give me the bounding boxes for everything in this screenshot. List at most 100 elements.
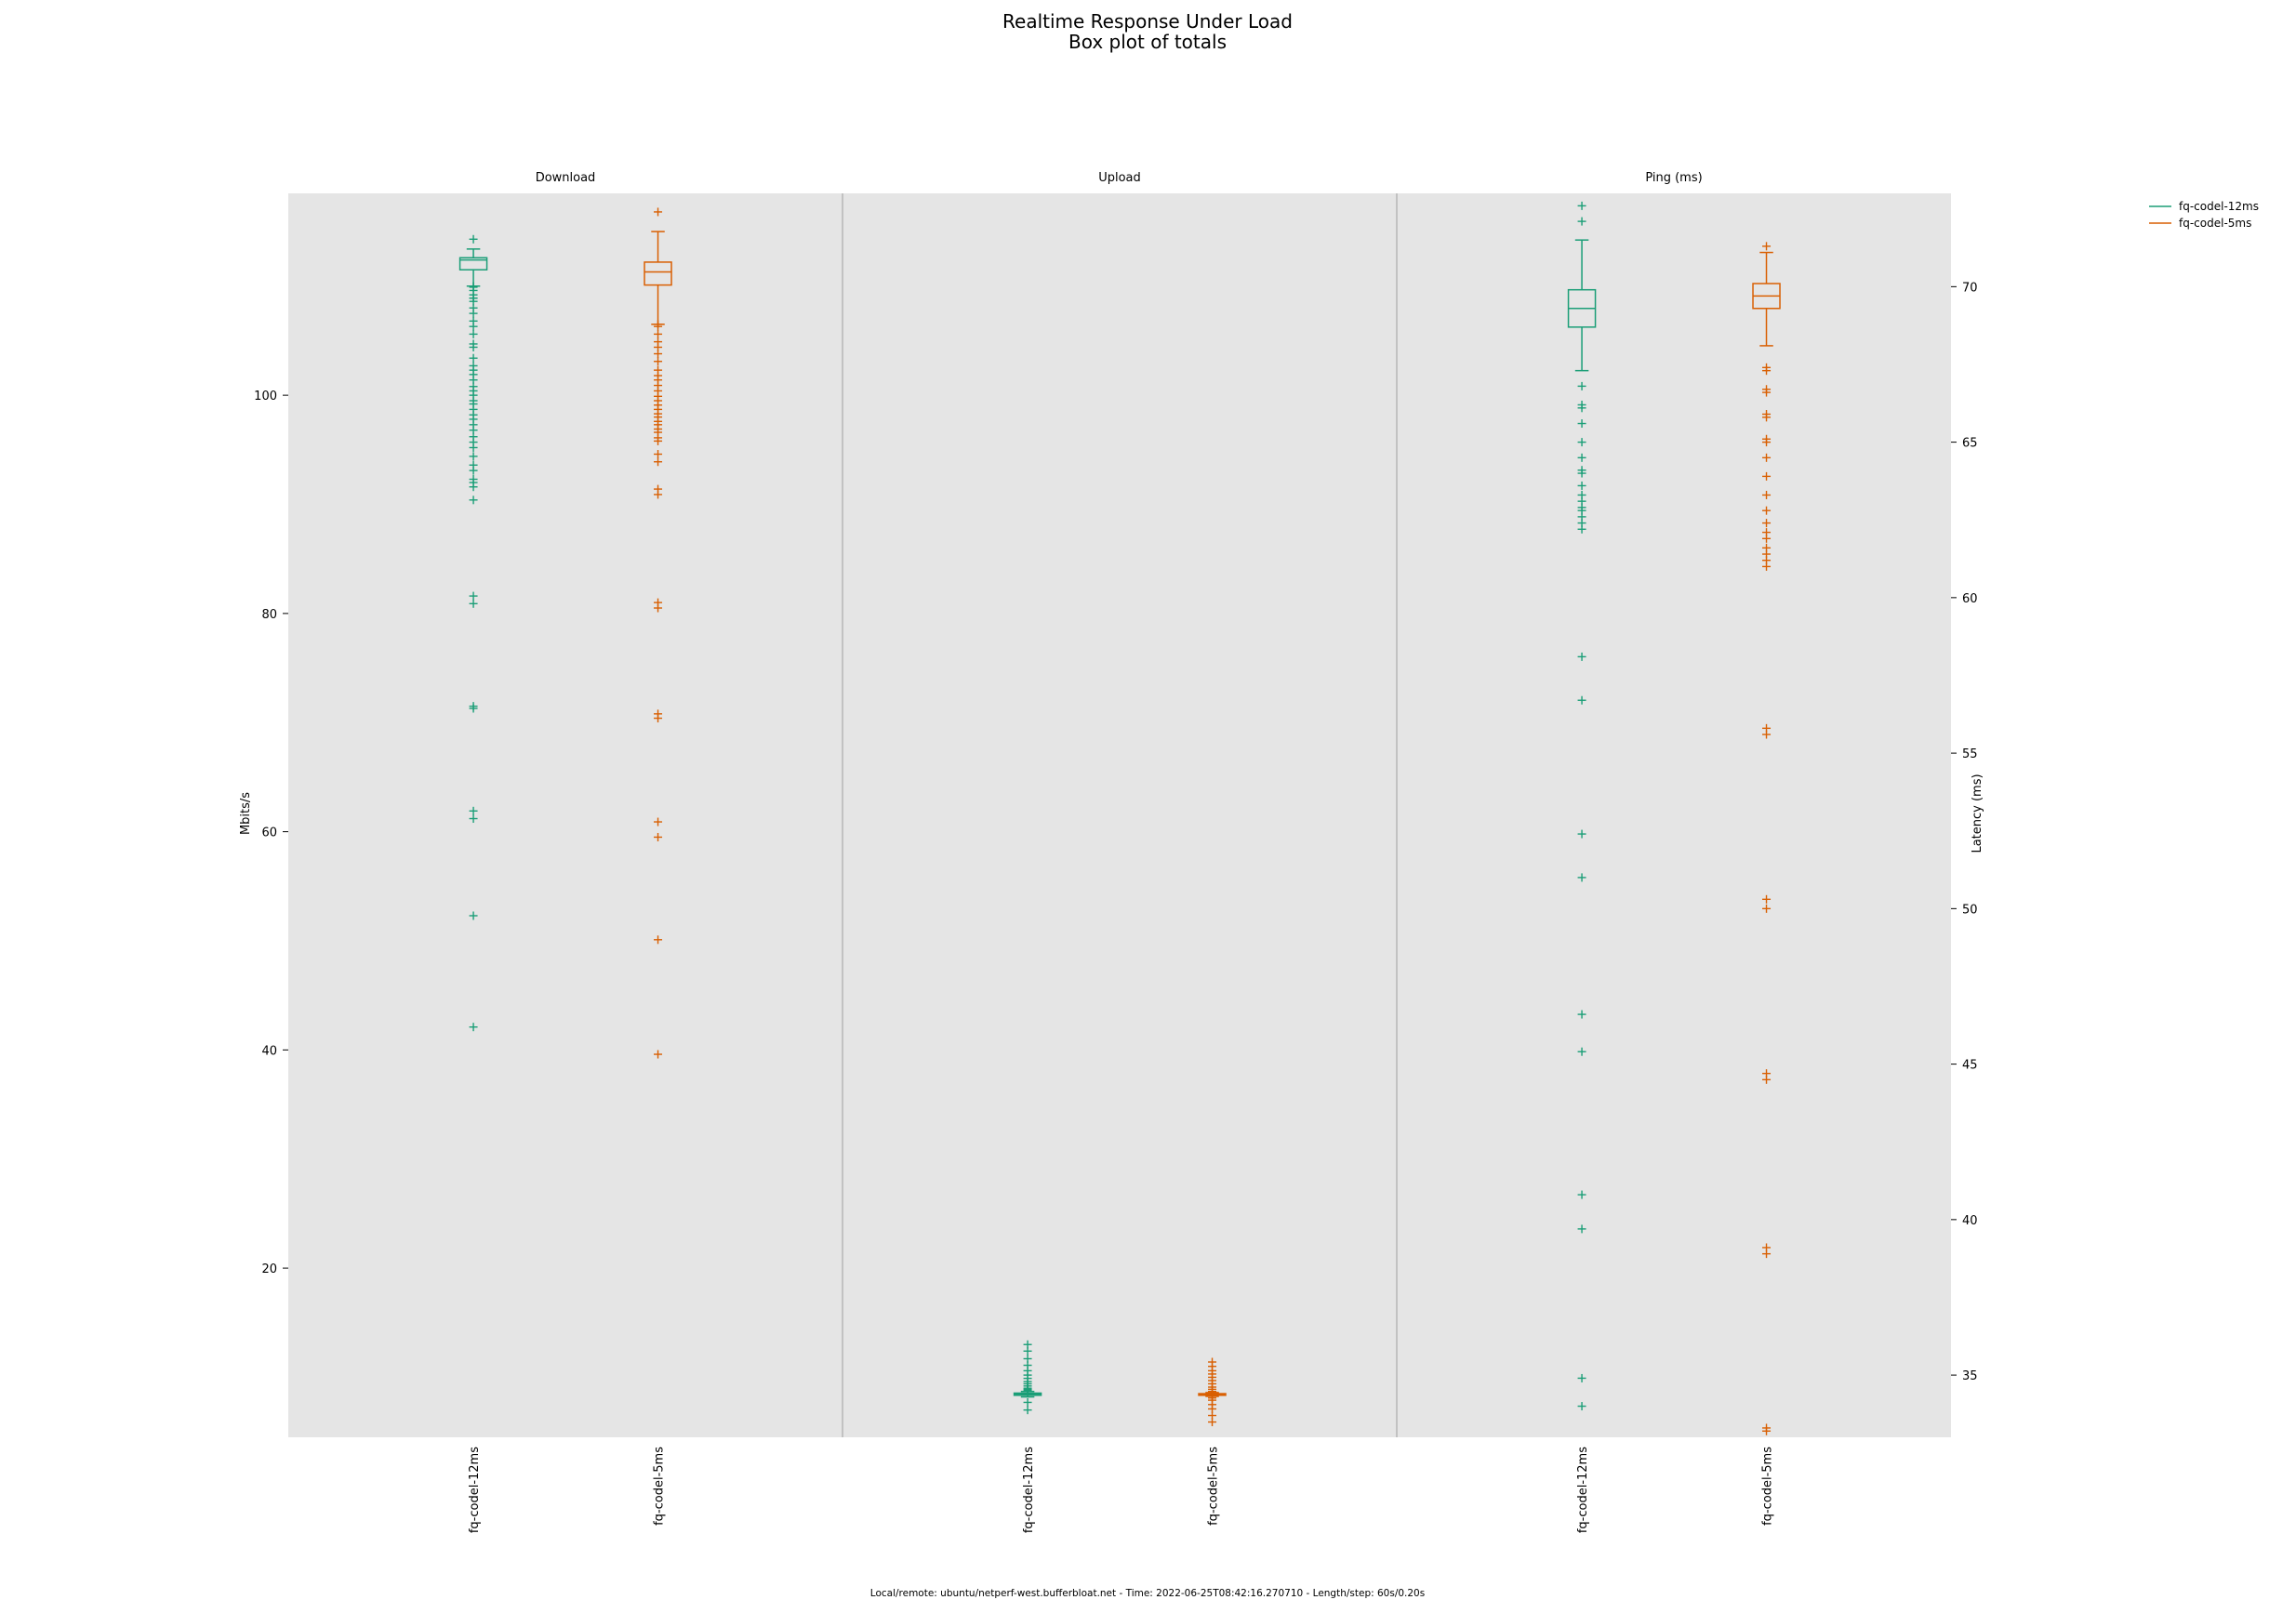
panel-title: Download: [536, 171, 596, 185]
outlier-point: [1577, 524, 1586, 534]
legend-entry: fq-codel-5ms: [2149, 217, 2251, 230]
outlier-point: [469, 329, 478, 338]
box-fq-codel-12ms: fq-codel-12ms: [1567, 201, 1597, 1533]
outlier-point: [1577, 469, 1586, 478]
chart-subtitle: Box plot of totals: [1068, 31, 1227, 53]
category-tick-label: fq-codel-12ms: [1576, 1447, 1590, 1533]
outlier-point: [654, 935, 663, 945]
left-tick-label: 20: [261, 1263, 277, 1276]
outlier-point: [654, 207, 663, 217]
outlier-point: [1577, 217, 1586, 226]
category-tick-label: fq-codel-5ms: [653, 1447, 667, 1526]
box-iqr: [458, 257, 488, 271]
outlier-point: [469, 234, 478, 244]
left-tick-label: 40: [261, 1044, 277, 1058]
left-axis: 20 40 60 80 100: [254, 390, 288, 1276]
outlier-point: [1762, 438, 1772, 447]
outlier-point: [654, 357, 663, 366]
box-fq-codel-12ms: fq-codel-12ms: [458, 234, 488, 1533]
outlier-point: [1762, 366, 1772, 376]
outlier-point: [1762, 894, 1772, 904]
outlier-point: [1762, 534, 1772, 543]
right-tick-label: 70: [1962, 281, 1978, 295]
category-tick-label: fq-codel-5ms: [1761, 1447, 1775, 1526]
outlier-point: [654, 1050, 663, 1059]
outlier-point: [469, 814, 478, 824]
panels: Download fq-codel-12ms fq-codel-5ms Upload f…: [288, 171, 1951, 1533]
panel-title: Upload: [1098, 171, 1141, 185]
panel-background: [1397, 193, 1951, 1437]
chart-title: Realtime Response Under Load: [1002, 10, 1293, 33]
outlier-point: [1023, 1346, 1032, 1355]
category-tick-label: fq-codel-12ms: [468, 1447, 482, 1533]
legend-label: fq-codel-12ms: [2179, 200, 2259, 213]
outlier-point: [1577, 403, 1586, 413]
outlier-point: [469, 806, 478, 815]
legend-label: fq-codel-5ms: [2179, 217, 2251, 230]
panel-title: Ping (ms): [1645, 171, 1702, 185]
outlier-point: [654, 817, 663, 826]
outlier-point: [654, 832, 663, 841]
category-tick-label: fq-codel-5ms: [1207, 1447, 1221, 1526]
box-fq-codel-5ms: fq-codel-5ms: [644, 207, 672, 1526]
legend-entry: fq-codel-12ms: [2149, 200, 2259, 213]
outlier-point: [1023, 1386, 1032, 1395]
outlier-point: [654, 322, 663, 331]
outlier-point: [1762, 413, 1772, 422]
outlier-point: [469, 309, 478, 318]
outlier-point: [469, 704, 478, 713]
outlier-point: [1577, 695, 1586, 705]
outlier-point: [469, 599, 478, 608]
outlier-point: [469, 591, 478, 601]
outlier-point: [1762, 1249, 1772, 1259]
outlier-point: [1577, 1224, 1586, 1234]
outlier-point: [469, 911, 478, 920]
outlier-point: [1762, 1075, 1772, 1084]
outlier-point: [1577, 1190, 1586, 1199]
outlier-point: [1762, 562, 1772, 571]
outlier-point: [654, 329, 663, 338]
panel-background: [843, 193, 1397, 1437]
outlier-point: [1762, 519, 1772, 528]
box-fq-codel-5ms: fq-codel-5ms: [1752, 242, 1781, 1526]
outlier-point: [654, 714, 663, 723]
left-tick-label: 100: [254, 390, 277, 403]
right-tick-label: 40: [1962, 1214, 1978, 1228]
outlier-point: [1762, 730, 1772, 739]
box-iqr: [644, 261, 672, 286]
right-tick-label: 45: [1962, 1059, 1978, 1073]
outlier-point: [469, 443, 478, 452]
category-tick-label: fq-codel-12ms: [1022, 1447, 1036, 1533]
outlier-point: [1023, 1406, 1032, 1415]
right-tick-label: 60: [1962, 592, 1978, 606]
outlier-point: [469, 466, 478, 475]
outlier-point: [469, 1023, 478, 1032]
panel-upload: Upload fq-codel-12ms fq-codel-5ms: [842, 171, 1397, 1533]
outlier-point: [1577, 652, 1586, 661]
outlier-point: [1577, 438, 1586, 447]
outlier-point: [1023, 1397, 1032, 1407]
right-tick-label: 55: [1962, 747, 1978, 761]
outlier-point: [1577, 381, 1586, 390]
outlier-point: [1577, 1402, 1586, 1411]
outlier-point: [469, 353, 478, 363]
right-axis-label: Latency (ms): [1971, 773, 1984, 853]
outlier-point: [1208, 1418, 1217, 1427]
outlier-point: [469, 452, 478, 461]
outlier-point: [1762, 471, 1772, 481]
outlier-point: [1577, 419, 1586, 429]
outlier-point: [1762, 242, 1772, 251]
outlier-point: [654, 457, 663, 467]
outlier-point: [654, 436, 663, 445]
outlier-point: [1577, 453, 1586, 462]
box-fq-codel-12ms: fq-codel-12ms: [1013, 1340, 1042, 1533]
outlier-point: [1577, 873, 1586, 882]
outlier-point: [654, 603, 663, 613]
left-tick-label: 80: [261, 608, 277, 622]
outlier-point: [1762, 490, 1772, 499]
outlier-point: [654, 490, 663, 499]
left-axis-label: Mbits/s: [239, 792, 253, 835]
box-fq-codel-5ms: fq-codel-5ms: [1198, 1357, 1227, 1526]
outlier-point: [1577, 1047, 1586, 1056]
right-tick-label: 35: [1962, 1369, 1978, 1383]
